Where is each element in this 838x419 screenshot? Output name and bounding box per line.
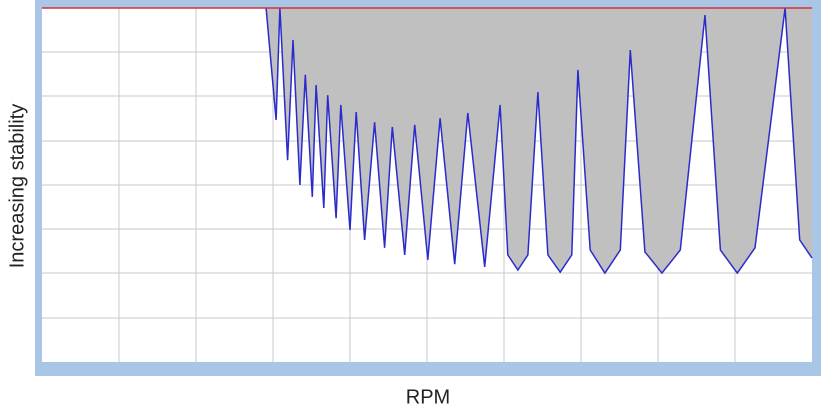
x-axis-label: RPM bbox=[406, 386, 450, 408]
lobe-curve bbox=[265, 7, 813, 275]
y-axis-label: Increasing stability bbox=[6, 104, 28, 269]
stable-region bbox=[266, 8, 813, 274]
series-layer bbox=[265, 7, 813, 275]
